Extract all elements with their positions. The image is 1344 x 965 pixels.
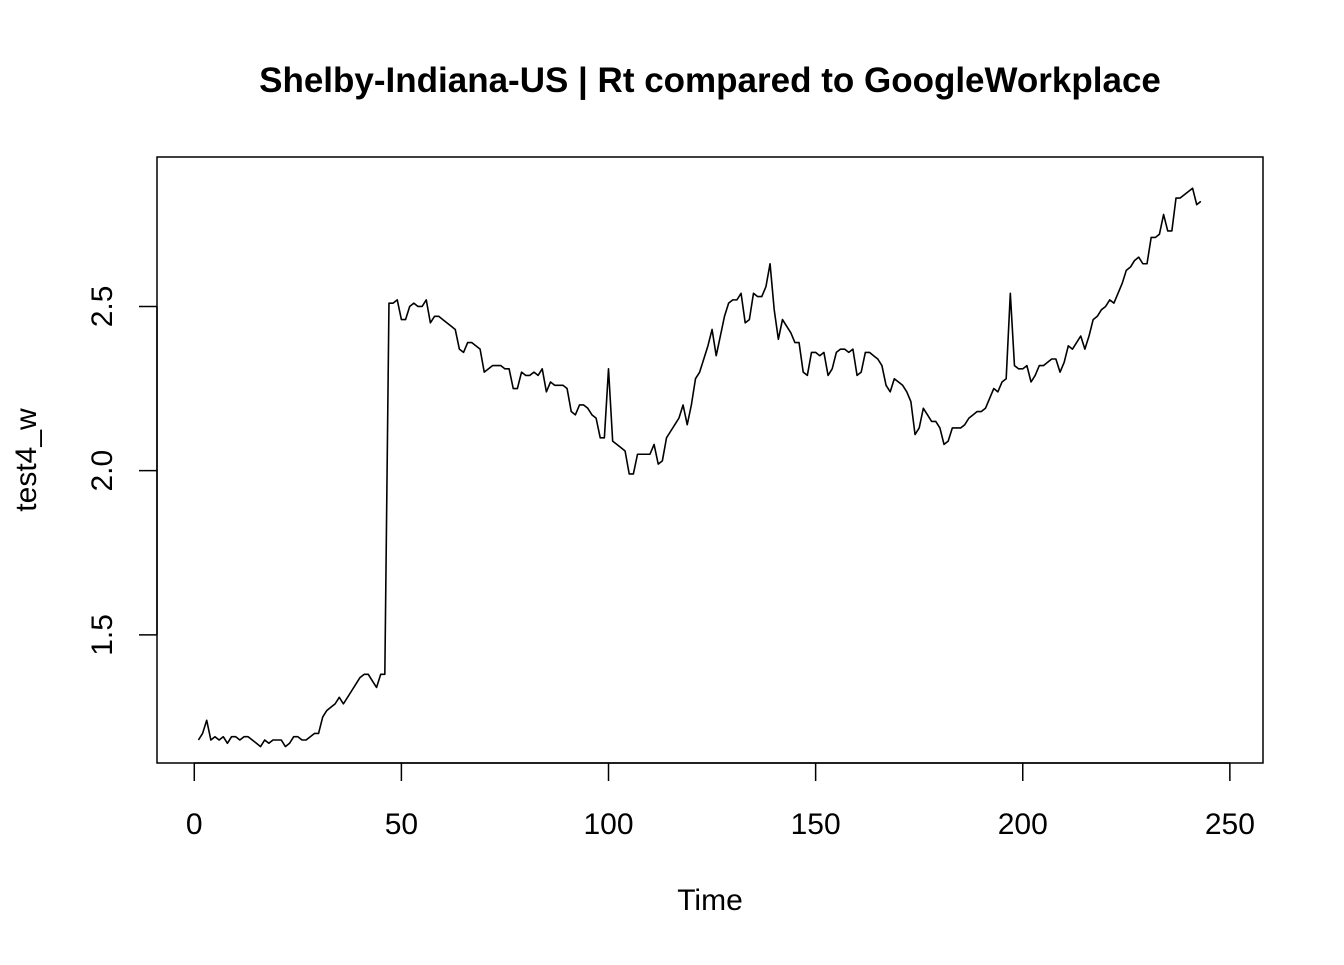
series-layer bbox=[197, 187, 1202, 748]
y-axis-label: test4_w bbox=[10, 408, 43, 512]
x-tick-label: 100 bbox=[583, 808, 633, 841]
x-axis-label: Time bbox=[677, 884, 743, 917]
x-tick-label: 0 bbox=[186, 808, 203, 841]
x-tick-label: 200 bbox=[998, 808, 1048, 841]
series-line bbox=[197, 187, 1202, 748]
y-axis: 1.5 2.0 2.5 bbox=[86, 286, 158, 656]
x-tick-label: 250 bbox=[1205, 808, 1255, 841]
chart-title: Shelby-Indiana-US | Rt compared to Googl… bbox=[259, 61, 1161, 100]
x-tick-label: 150 bbox=[791, 808, 841, 841]
x-axis: 0 50 100 150 200 250 bbox=[186, 762, 1255, 841]
x-tick-label: 50 bbox=[385, 808, 418, 841]
y-tick-label: 2.5 bbox=[86, 286, 119, 328]
y-tick-label: 2.0 bbox=[86, 450, 119, 492]
y-tick-label: 1.5 bbox=[86, 614, 119, 656]
